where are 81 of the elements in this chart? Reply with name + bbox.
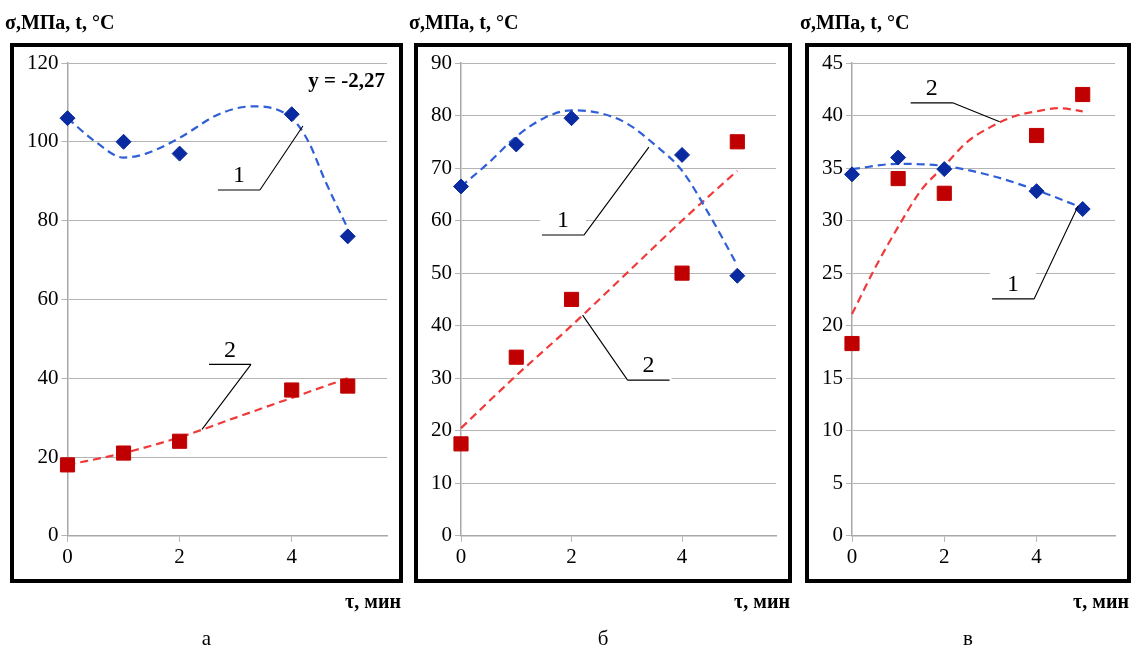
point (729, 267, 746, 284)
y-tick-label: 60 (431, 207, 452, 232)
y-tick-label: 60 (37, 285, 59, 310)
point (563, 291, 580, 307)
y-tick-label: 15 (822, 364, 843, 389)
y-tick-label: 80 (431, 102, 452, 127)
text: б (597, 625, 609, 651)
point (1028, 183, 1045, 200)
y-tick-label: 40 (431, 312, 452, 337)
y-tick-label: 100 (27, 128, 59, 153)
x-axis-title: τ, мин (1073, 589, 1129, 613)
annotation: 1 (556, 206, 569, 233)
y-tick-label: 40 (822, 102, 843, 127)
y-tick-label: 30 (822, 207, 843, 232)
y-tick-label: 20 (37, 443, 59, 468)
y-axis-title: σ,МПа, t, °C (800, 10, 910, 34)
point (339, 228, 356, 245)
y-tick-label: 0 (441, 522, 452, 547)
annotation: 1 (232, 161, 245, 188)
point (171, 145, 188, 162)
x-axis-title: τ, мин (345, 589, 401, 613)
y-tick-label: 25 (822, 259, 843, 284)
y-axis-title: σ,МПа, t, °C (5, 10, 115, 34)
point (340, 378, 356, 394)
x-axis-title: τ, мин (734, 589, 790, 613)
x-tick-label: 2 (566, 543, 577, 568)
line-series (459, 169, 739, 430)
point (674, 146, 691, 163)
x-tick-label: 4 (676, 543, 688, 568)
point (115, 133, 132, 150)
y-tick-label: 80 (37, 207, 59, 232)
y-tick-label: 0 (48, 522, 59, 547)
point (890, 171, 906, 187)
point (844, 166, 860, 183)
y-tick-label: 30 (431, 364, 452, 389)
y-tick-label: 20 (822, 312, 843, 337)
point (453, 436, 469, 452)
point (1028, 127, 1045, 144)
y-tick-label: 10 (822, 417, 843, 442)
y-tick-label: 10 (431, 469, 452, 494)
y-tick-label: 5 (832, 469, 843, 494)
point (563, 110, 580, 127)
point (936, 161, 953, 178)
point (59, 110, 76, 127)
point (1074, 201, 1091, 218)
y-tick-label: 35 (822, 154, 843, 179)
point (844, 335, 860, 352)
point (453, 178, 469, 195)
line-series (850, 107, 1084, 316)
y-axis-title: σ,МПа, t, °C (409, 10, 519, 34)
x-tick-label: 4 (286, 543, 298, 568)
x-tick-label: 2 (174, 543, 185, 568)
point (172, 433, 188, 449)
y-tick-label: 45 (822, 49, 843, 74)
annotation: 2 (642, 351, 655, 378)
point (115, 445, 132, 461)
text: в (963, 625, 973, 651)
y-tick-label: 120 (27, 49, 59, 74)
y-tick-label: 20 (431, 417, 452, 442)
y-tick-label: 50 (431, 259, 452, 284)
point (508, 349, 524, 365)
y-tick-label: 70 (431, 154, 452, 179)
point (508, 136, 525, 153)
point (283, 106, 300, 123)
y-tick-label: 40 (37, 364, 59, 389)
point (936, 185, 952, 201)
annotation: y = -2,27 (308, 68, 385, 93)
x-tick-label: 2 (939, 543, 950, 568)
text: а (201, 625, 212, 651)
point (729, 134, 745, 150)
point (674, 265, 690, 281)
x-tick-label: 4 (1031, 543, 1043, 568)
point (1075, 86, 1091, 103)
annotation: 2 (224, 335, 237, 362)
point (59, 457, 76, 473)
annotation: 1 (1007, 270, 1020, 297)
annotation: 2 (925, 74, 938, 101)
y-tick-label: 0 (832, 522, 843, 547)
y-tick-label: 90 (431, 49, 452, 74)
point (890, 149, 907, 166)
point (284, 382, 300, 398)
